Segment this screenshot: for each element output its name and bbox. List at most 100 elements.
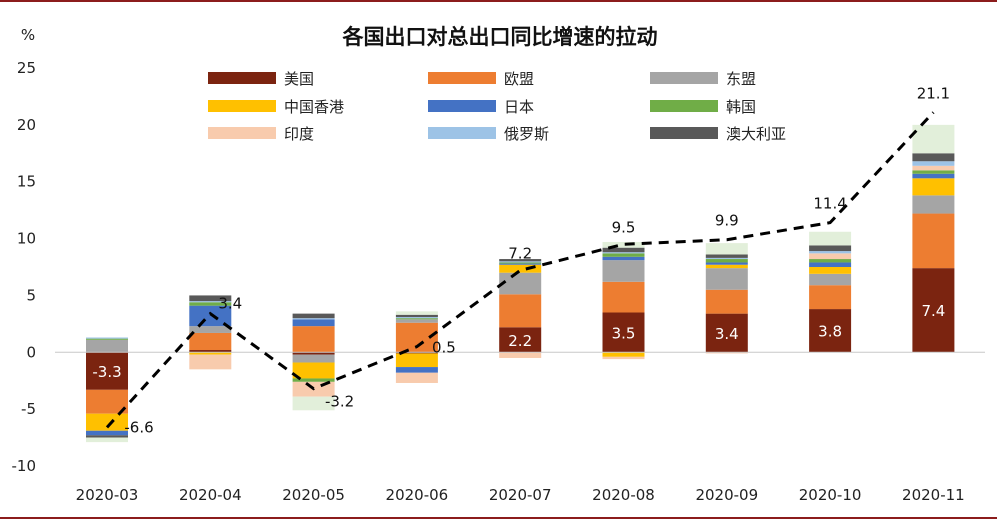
bar-segment-2020-03-other [86,437,128,443]
bar-segment-2020-04-s2 [189,326,232,333]
bar-segment-2020-09-s6 [705,352,748,354]
legend-label-s5: 韩国 [726,98,756,116]
bar-segment-2020-05-s1 [292,326,335,353]
bar-segment-2020-03-s0 [86,352,128,390]
bar-segment-2020-08-other [602,241,645,248]
bar-value-label-2020-09: 3.4 [715,325,739,343]
y-axis-unit-label: % [21,26,35,44]
legend-swatch-s7 [428,127,496,139]
bar-segment-2020-10-s2 [809,273,852,286]
bar-segment-2020-03-s8 [86,435,128,438]
x-tick-label-2020-09: 2020-09 [695,486,758,504]
bar-value-label-2020-11: 7.4 [921,302,945,320]
bar-segment-2020-06-s4 [395,367,438,373]
bar-segment-2020-03-s4 [86,430,128,436]
bar-segment-2020-11-s4 [912,173,955,179]
bar-segment-2020-05-s4 [292,319,335,327]
bar-segment-2020-06-s0 [395,352,438,354]
bar-segment-2020-10-s3 [809,267,852,274]
x-axis-ticks: 2020-03 2020-04 2020-05 2020-06 2020-07 2020-… [76,486,965,504]
bar-segment-2020-10-s5 [809,259,852,263]
bar-segment-2020-11-other [912,124,955,154]
legend-swatch-s8 [650,127,718,139]
bar-segment-2020-05-s7 [292,318,335,320]
bar-segment-2020-06-s8 [395,314,438,318]
bar-segment-2020-07-s5 [499,262,542,264]
bar-segment-2020-08-s3 [602,352,645,357]
legend-swatch-s4 [428,100,496,112]
bar-segment-2020-03-s2 [86,339,128,353]
bar-segment-2020-08-s1 [602,281,645,313]
bar-segment-2020-08-s0 [602,312,645,353]
bar-segment-2020-06-s2 [395,319,438,323]
total-value-label-2020-06: 0.5 [432,339,456,357]
legend-label-s1: 欧盟 [504,70,534,88]
total-value-label-2020-10: 11.4 [813,195,846,213]
bar-segment-2020-08-s4 [602,256,645,261]
chart-title: 各国出口对总出口同比增速的拉动 [342,25,658,49]
bar-segment-2020-11-s5 [912,170,955,174]
bar-segment-2020-10-other [809,231,852,246]
x-tick-label-2020-11: 2020-11 [902,486,965,504]
bar-segment-2020-09-s0 [705,313,748,353]
bar-segment-2020-04-s4 [189,305,232,327]
bar-segment-2020-06-s3 [395,353,438,368]
total-value-label-2020-11: 21.1 [917,84,950,102]
legend-swatch-s2 [650,72,718,84]
bar-segment-2020-10-s7 [809,251,852,254]
bar-segment-2020-09-s2 [705,268,748,290]
bar-segment-2020-04-s8 [189,295,232,302]
bar-segment-2020-05-s0 [292,352,335,355]
y-tick-label--10: -10 [12,457,37,475]
x-tick-label-2020-03: 2020-03 [76,486,139,504]
bar-segment-2020-04-s7 [189,301,232,303]
bar-segment-2020-05-other [292,396,335,411]
legend-label-s2: 东盟 [726,70,756,88]
y-tick-label-15: 15 [17,173,36,191]
bar-segment-2020-03-s1 [86,389,128,414]
bar-segment-2020-03-s5 [86,338,128,340]
bar-value-label-2020-03: -3.3 [92,363,121,381]
bar-segment-2020-10-s1 [809,285,852,310]
bar-segment-2020-10-s6 [809,253,852,260]
bar-segment-2020-10-s0 [809,309,852,353]
bar-segment-2020-04-s3 [189,352,232,355]
bar-segment-2020-07-s6 [499,352,542,358]
bar-segment-2020-05-s5 [292,378,335,382]
legend-swatch-s5 [650,100,718,112]
legend-swatch-s6 [208,127,276,139]
x-tick-label-2020-10: 2020-10 [799,486,862,504]
legend-label-s3: 中国香港 [284,98,344,116]
total-growth-line: -6.6 3.4 -3.2 0.5 7.2 9.5 9.9 11.4 21.1 [105,84,950,436]
total-value-label-2020-07: 7.2 [508,244,532,262]
bar-segment-2020-06-other [395,311,438,315]
total-value-label-2020-03: -6.6 [124,418,153,436]
bar-segment-2020-03-s3 [86,413,128,431]
bar-segment-2020-06-s7 [395,317,438,319]
bar-segment-2020-09-s1 [705,289,748,314]
bar-segment-2020-09-s3 [705,264,748,269]
bar-segment-2020-08-s2 [602,260,645,282]
y-tick-label-25: 25 [17,59,36,77]
bar-segment-2020-07-s0 [499,327,542,353]
bar-segment-2020-06-s5 [395,318,438,320]
bar-segment-2020-05-s2 [292,354,335,363]
bar-segment-2020-07-s2 [499,272,542,295]
x-tick-label-2020-05: 2020-05 [282,486,345,504]
bar-segment-2020-11-s7 [912,161,955,166]
legend-label-s4: 日本 [504,98,534,116]
bar-segment-2020-08-s8 [602,247,645,253]
y-tick-label-5: 5 [26,286,36,304]
legend-swatch-s0 [208,72,276,84]
total-series-line [105,111,935,429]
bar-segment-2020-11-s3 [912,178,955,196]
y-tick-label-0: 0 [26,343,36,361]
legend-swatch-s3 [208,100,276,112]
x-tick-label-2020-06: 2020-06 [386,486,449,504]
bar-value-label-2020-07: 2.2 [508,332,532,350]
x-tick-label-2020-08: 2020-08 [592,486,655,504]
bar-value-label-2020-10: 3.8 [818,323,842,341]
bar-segment-2020-11-s1 [912,213,955,269]
